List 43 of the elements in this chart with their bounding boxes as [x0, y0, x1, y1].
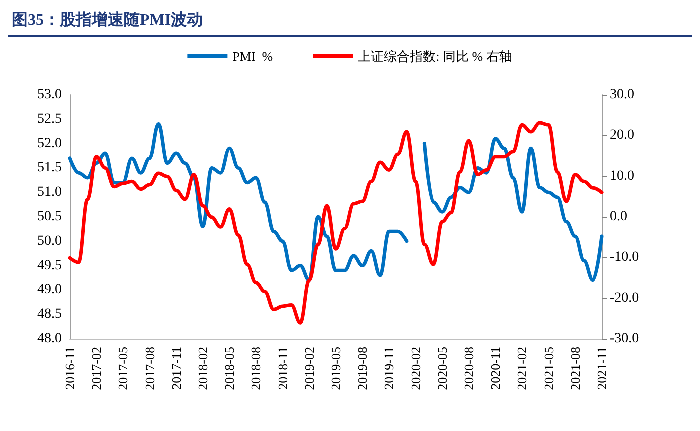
x-tick-label: 2021-02: [514, 347, 530, 390]
y2-tick-label: 30.0: [610, 88, 634, 102]
x-tick-label: 2020-02: [408, 347, 424, 390]
y-tick-label: 49.5: [38, 258, 62, 274]
x-tick-label: 2020-11: [488, 347, 504, 390]
y-tick-label: 52.5: [38, 112, 62, 127]
y-tick-label: 53.0: [38, 88, 62, 102]
legend-label: 上证综合指数: 同比 % 右轴: [358, 49, 512, 64]
y-tick-label: 51.5: [38, 160, 62, 176]
y-tick-label: 48.0: [38, 332, 62, 346]
legend-label: PMI %: [232, 49, 274, 64]
x-tick-label: 2017-02: [89, 347, 104, 390]
x-tick-label: 2020-05: [434, 347, 450, 390]
x-tick-label: 2018-02: [196, 347, 210, 390]
x-tick-label: 2018-08: [248, 347, 264, 390]
y-tick-label: 52.0: [38, 136, 62, 152]
y-tick-label: 50.0: [38, 234, 62, 249]
y-tick-label: 51.0: [38, 185, 62, 200]
y2-tick-label: 0.0: [610, 210, 628, 224]
x-tick-label: 2017-11: [168, 347, 184, 390]
x-tick-label: 2020-08: [462, 347, 476, 390]
x-tick-label: 2021-08: [568, 347, 583, 390]
y2-tick-label: 10.0: [610, 168, 634, 184]
line-series: [68, 121, 604, 325]
x-tick-label: 2017-08: [142, 347, 158, 390]
y2-tick-label: 20.0: [610, 128, 634, 144]
x-tick-label: 2021-05: [541, 347, 556, 390]
y2-tick-label: -10.0: [610, 250, 640, 266]
x-tick-label: 2019-05: [328, 347, 344, 390]
x-tick-label: 2019-08: [355, 347, 370, 390]
y2-tick-label: -30.0: [610, 332, 640, 346]
x-tick-label: 2017-05: [116, 347, 131, 390]
x-tick-label: 2018-05: [222, 347, 238, 390]
x-tick-label: 2021-11: [594, 347, 610, 390]
y2-tick-label: -20.0: [610, 290, 640, 306]
x-tick-label: 2016-11: [62, 347, 78, 390]
x-tick-label: 2019-02: [302, 347, 317, 390]
chart-title: 图35：股指增速随PMI波动: [8, 8, 692, 37]
x-tick-label: 2019-11: [382, 347, 397, 390]
y-tick-label: 48.5: [38, 307, 62, 322]
y-tick-label: 50.5: [38, 210, 62, 224]
x-tick-label: 2018-11: [275, 347, 290, 390]
y-tick-label: 49.0: [38, 282, 62, 298]
